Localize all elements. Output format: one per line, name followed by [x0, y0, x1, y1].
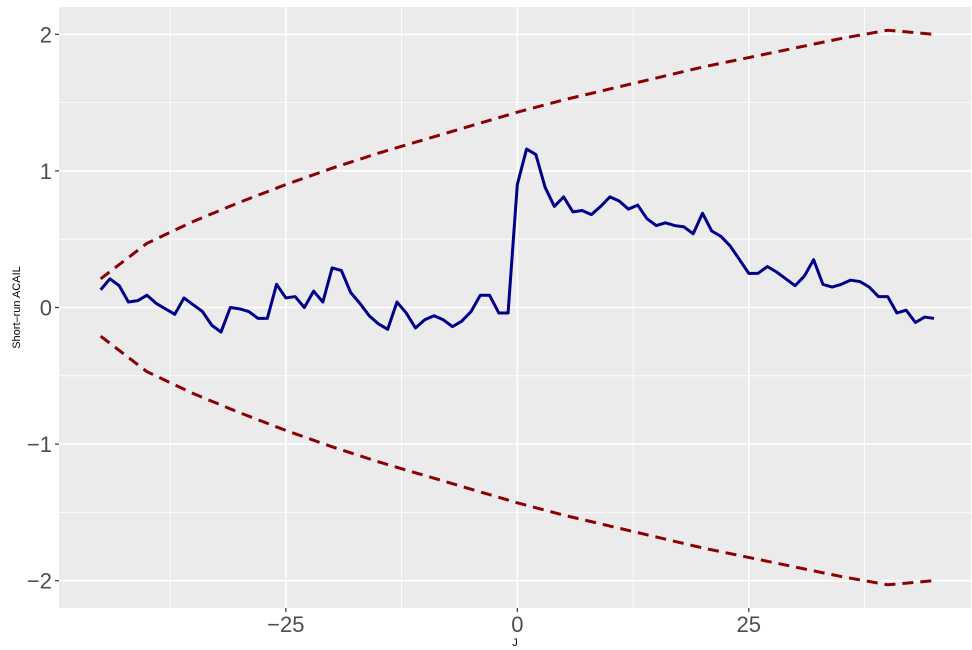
y-tick-label: −1: [27, 432, 52, 457]
x-axis-title: J: [512, 637, 518, 649]
y-tick-label: 2: [40, 22, 52, 47]
x-axis: −25 0 25: [267, 608, 761, 637]
y-axis-title: Short–run ACAIL: [11, 266, 23, 349]
y-tick-label: 1: [40, 159, 52, 184]
upper-bound-line: [99, 28, 935, 281]
series-layer: [99, 28, 935, 587]
y-axis: −2 −1 0 1 2: [27, 22, 59, 594]
x-tick-label: 0: [511, 612, 523, 637]
lower-bound-line: [99, 334, 935, 587]
y-tick-label: 0: [40, 296, 52, 321]
acail-series-line: [99, 147, 935, 334]
x-tick-label: −25: [267, 612, 304, 637]
major-gridlines: [59, 7, 971, 608]
y-tick-label: −2: [27, 569, 52, 594]
x-tick-label: 25: [737, 612, 761, 637]
